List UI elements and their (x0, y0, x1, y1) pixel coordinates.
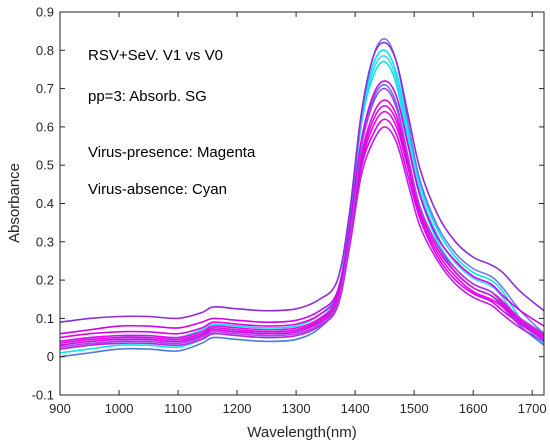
annotation-virus-presence: Virus-presence: Magenta (88, 144, 256, 161)
spectrum-line-13 (59, 87, 545, 348)
y-tick-label-9: 0.8 (36, 43, 54, 58)
y-axis-label: Absorbance (6, 163, 23, 243)
spectrum-line-11 (59, 126, 545, 350)
x-tick-label-1700: 1700 (518, 401, 547, 416)
y-tick-label-5: 0.4 (36, 196, 54, 211)
y-tick-label-1: 0 (47, 349, 54, 364)
x-tick-label-1100: 1100 (164, 401, 192, 416)
y-tick-label-10: 0.9 (36, 5, 54, 20)
y-tick-label-7: 0.6 (36, 119, 54, 134)
x-tick-label-900: 900 (49, 401, 71, 416)
y-tick-label-4: 0.3 (36, 234, 54, 249)
axes-layer: 900 1000 1100 1200 1300 1400 1500 1600 1700 -0.1 0… (32, 5, 547, 417)
x-tick-label-1200: 1200 (223, 401, 252, 416)
x-tick-label-1000: 1000 (105, 401, 134, 416)
x-tick-label-1400: 1400 (341, 401, 370, 416)
annotation-layer: RSV+SeV. V1 vs V0 pp=3: Absorb. SG Virus… (88, 47, 256, 198)
annotation-preprocessing: pp=3: Absorb. SG (88, 88, 207, 105)
annotation-virus-absence: Virus-absence: Cyan (88, 181, 227, 198)
spectrum-line-6 (59, 41, 545, 324)
x-tick-label-1300: 1300 (282, 401, 311, 416)
x-tick-label-1600: 1600 (459, 401, 488, 416)
y-tick-label-6: 0.5 (36, 158, 54, 173)
y-tick-label-3: 0.2 (36, 273, 54, 288)
x-axis-label: Wavelength(nm) (247, 424, 356, 441)
y-tick-label-8: 0.7 (36, 81, 54, 96)
x-tick-label-1500: 1500 (400, 401, 429, 416)
y-tick-label-2: 0.1 (36, 311, 54, 326)
series-layer (59, 38, 545, 358)
annotation-title: RSV+SeV. V1 vs V0 (88, 47, 223, 64)
spectrum-line-7 (59, 80, 545, 335)
y-tick-label-0: -0.1 (32, 388, 54, 403)
